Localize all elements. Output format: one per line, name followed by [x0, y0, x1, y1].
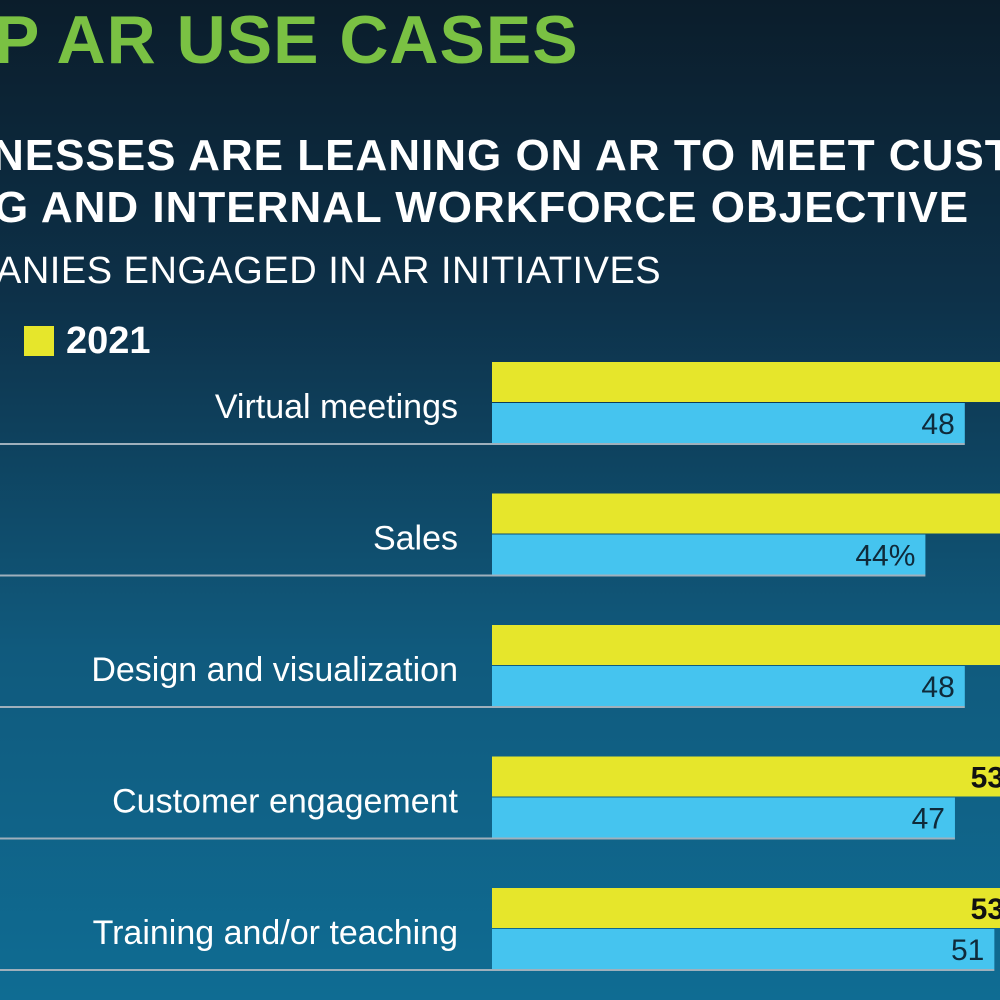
category-label: Design and visualization — [91, 651, 458, 689]
bar-2021 — [492, 888, 1000, 928]
chart-title: P AR USE CASES — [0, 2, 579, 78]
subtitle-line-1: NESSES ARE LEANING ON AR TO MEET CUST — [0, 131, 1000, 180]
value-label-2021: 53 — [971, 762, 1000, 795]
legend-label-2021: 2021 — [66, 320, 151, 362]
value-label-previous: 47 — [912, 803, 945, 836]
bar-previous — [492, 403, 965, 443]
bar-previous — [492, 929, 995, 969]
value-label-previous: 44% — [855, 540, 915, 573]
bar-previous — [492, 666, 965, 706]
bar-2021 — [492, 362, 1000, 402]
value-label-2021: 53 — [971, 893, 1000, 926]
subtitle-line-2: G AND INTERNAL WORKFORCE OBJECTIVE — [0, 183, 970, 232]
bar-previous — [492, 797, 955, 838]
bar-2021 — [492, 493, 1000, 534]
value-label-previous: 48 — [921, 408, 954, 441]
bar-2021 — [492, 756, 1000, 797]
chart-subtitle: NESSES ARE LEANING ON AR TO MEET CUST G … — [0, 130, 1000, 234]
value-label-previous: 51 — [951, 934, 984, 967]
legend: 2021 — [24, 322, 151, 360]
category-label: Virtual meetings — [215, 388, 458, 426]
bar-previous — [492, 534, 926, 575]
category-label: Sales — [373, 520, 458, 558]
value-label-previous: 48 — [921, 671, 954, 704]
legend-swatch-2021 — [24, 326, 54, 356]
category-label: Customer engagement — [112, 783, 458, 821]
bar-2021 — [492, 625, 1000, 665]
category-label: Training and/or teaching — [93, 914, 458, 952]
chart-caption: ANIES ENGAGED IN AR INITIATIVES — [0, 250, 662, 292]
